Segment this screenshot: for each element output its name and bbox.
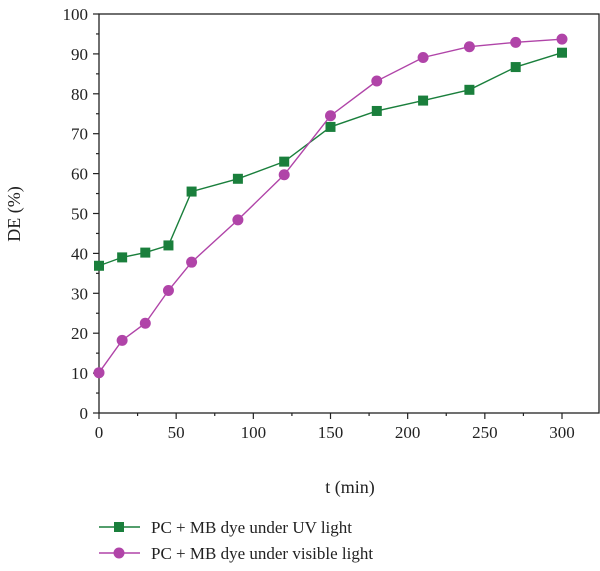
data-point <box>162 285 174 297</box>
x-axis-title: t (min) <box>325 477 375 498</box>
data-point <box>116 334 128 346</box>
data-point <box>557 47 567 58</box>
legend-marker <box>114 522 124 532</box>
legend: PC + MB dye under UV light PC + MB dye un… <box>99 518 373 563</box>
x-tick-label: 0 <box>95 423 104 442</box>
x-tick-label: 150 <box>318 423 344 442</box>
data-point <box>232 214 244 226</box>
legend-item: PC + MB dye under UV light <box>99 518 352 537</box>
x-tick-label: 200 <box>395 423 421 442</box>
data-point <box>117 252 128 263</box>
x-tick-label: 300 <box>549 423 575 442</box>
legend-item: PC + MB dye under visible light <box>99 544 373 563</box>
x-tick-label: 100 <box>241 423 267 442</box>
y-tick-label: 20 <box>71 324 88 343</box>
data-point <box>510 36 522 48</box>
y-tick-label: 90 <box>71 45 88 64</box>
y-tick-label: 100 <box>63 5 89 24</box>
x-tick-label: 50 <box>168 423 185 442</box>
data-point <box>93 367 105 379</box>
series-1 <box>94 47 567 271</box>
y-tick-label: 70 <box>71 125 88 144</box>
y-tick-label: 30 <box>71 284 88 303</box>
y-tick-label: 40 <box>71 244 88 263</box>
data-point <box>186 186 197 197</box>
data-point <box>325 121 336 132</box>
y-tick-label: 80 <box>71 85 88 104</box>
legend-label: PC + MB dye under UV light <box>151 518 352 537</box>
data-point <box>94 260 104 271</box>
data-point <box>163 240 174 251</box>
x-tick-label: 250 <box>472 423 498 442</box>
y-tick-label: 0 <box>80 404 89 423</box>
data-point <box>139 317 151 329</box>
data-point <box>417 51 429 63</box>
data-point <box>278 169 290 181</box>
data-point <box>510 62 521 73</box>
data-point <box>418 95 429 106</box>
data-point <box>556 33 568 45</box>
data-point <box>371 75 383 87</box>
plot-frame <box>98 13 600 414</box>
y-tick-label: 50 <box>71 205 88 224</box>
data-point <box>232 173 243 184</box>
axes <box>98 13 600 414</box>
ticks: 0 50 100 150 200 250 300 0 10 20 30 40 50 60 70 80 90 100 <box>63 5 575 442</box>
legend-label: PC + MB dye under visible light <box>151 544 373 563</box>
series-line <box>98 52 563 267</box>
y-tick-label: 10 <box>71 364 88 383</box>
data-point <box>140 247 151 258</box>
data-point <box>186 256 198 268</box>
data-point <box>279 156 290 167</box>
y-axis-title: DE (%) <box>4 186 25 241</box>
series-line <box>98 38 563 374</box>
legend-marker <box>113 547 125 559</box>
series-2 <box>93 33 568 379</box>
series-layer <box>93 33 568 379</box>
data-point <box>371 105 382 116</box>
data-point <box>325 110 336 122</box>
data-point <box>463 41 475 53</box>
data-point <box>464 84 475 95</box>
y-tick-label: 60 <box>71 165 88 184</box>
